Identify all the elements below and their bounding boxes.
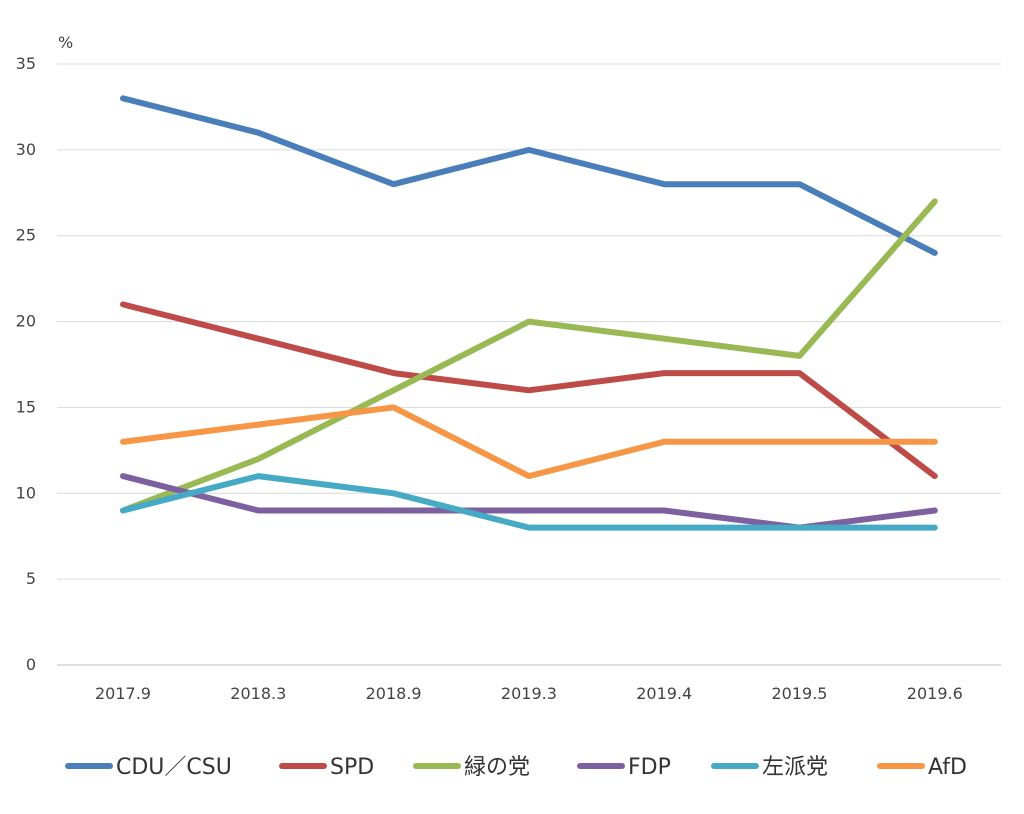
y-tick-label: 5 <box>26 569 36 588</box>
x-axis: 2017.9 2018.3 2018.9 2019.3 2019.4 2019.5 2019… <box>95 684 963 703</box>
series-line <box>120 198 938 514</box>
x-tick-label: 2019.3 <box>501 684 557 703</box>
y-tick-label: 35 <box>16 54 36 73</box>
legend-label: 緑の党 <box>464 755 530 780</box>
x-tick-label: 2018.3 <box>230 684 286 703</box>
legend-label: CDU／CSU <box>116 755 232 780</box>
y-tick-label: 0 <box>26 655 36 674</box>
series-line <box>120 404 938 480</box>
y-tick-label: 30 <box>16 140 36 159</box>
series-line <box>120 301 938 480</box>
legend-label: 左派党 <box>762 755 828 780</box>
legend-label: FDP <box>628 755 671 780</box>
series-line <box>120 95 938 256</box>
legend-label: SPD <box>330 755 374 780</box>
x-tick-label: 2019.6 <box>907 684 963 703</box>
x-tick-label: 2019.5 <box>772 684 828 703</box>
series-line <box>120 473 938 531</box>
y-tick-label: 15 <box>16 397 36 416</box>
gridlines <box>57 63 1001 666</box>
series-lines <box>120 95 938 531</box>
x-tick-label: 2018.9 <box>366 684 422 703</box>
y-tick-label: 20 <box>16 312 36 331</box>
x-tick-label: 2017.9 <box>95 684 151 703</box>
y-axis: 0 5 10 15 20 25 30 35 <box>16 54 36 674</box>
x-tick-label: 2019.4 <box>636 684 692 703</box>
series-line <box>120 473 938 531</box>
legend: CDU／CSU SPD 緑の党 FDP 左派党 AfD <box>65 755 967 780</box>
legend-label: AfD <box>928 755 967 780</box>
y-tick-label: 25 <box>16 226 36 245</box>
y-tick-label: 10 <box>16 483 36 502</box>
y-unit-label: % <box>58 33 73 52</box>
